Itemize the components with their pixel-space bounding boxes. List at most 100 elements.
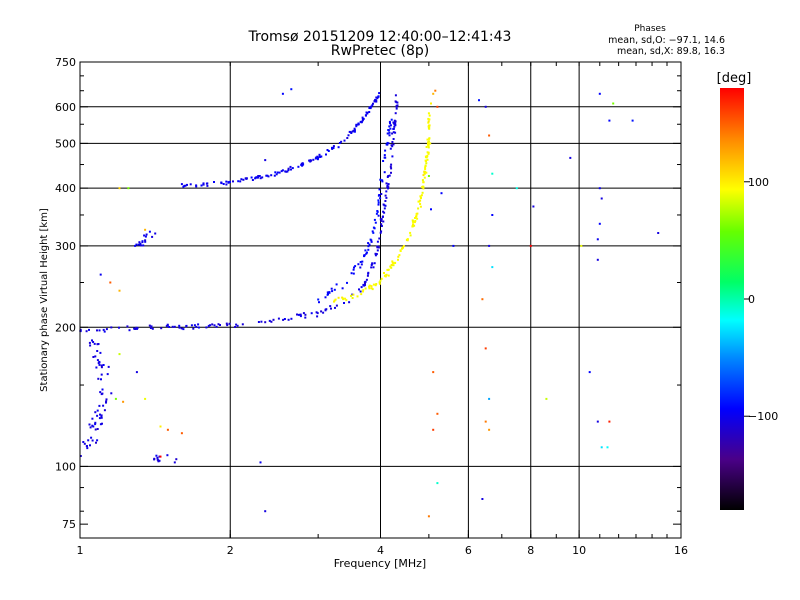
echo-point <box>133 327 136 330</box>
echo-point <box>371 262 374 265</box>
echo-point <box>343 139 346 142</box>
echo-point <box>341 287 344 290</box>
echo-point <box>379 178 382 181</box>
echo-point <box>370 264 373 266</box>
x-tick-label: 8 <box>527 544 534 557</box>
echo-point <box>608 420 611 423</box>
echo-point <box>261 176 264 179</box>
echo-point <box>385 182 388 185</box>
y-tick-label: 400 <box>55 182 76 195</box>
echo-point <box>159 425 162 428</box>
echo-point <box>100 366 103 369</box>
echo-point <box>396 101 399 104</box>
y-tick-label: 100 <box>55 460 76 473</box>
echo-point <box>219 324 221 326</box>
echo-point <box>427 146 430 149</box>
echo-point <box>92 425 95 428</box>
echo-point <box>420 194 423 197</box>
echo-point <box>97 377 100 380</box>
echo-point <box>382 160 385 162</box>
echo-point <box>186 183 188 186</box>
echo-point <box>378 282 381 285</box>
echo-point <box>299 313 302 316</box>
echo-point <box>287 167 290 170</box>
echo-point <box>96 428 99 430</box>
echo-point <box>414 220 417 222</box>
echo-point <box>612 102 615 105</box>
echo-point <box>427 144 430 147</box>
echo-point <box>99 351 102 354</box>
echo-point <box>389 127 392 130</box>
echo-point <box>385 196 388 199</box>
echo-point <box>330 287 333 290</box>
echo-point <box>383 211 386 214</box>
echo-point <box>299 315 302 318</box>
echo-point <box>240 178 243 181</box>
echo-point <box>412 223 414 226</box>
echo-point <box>385 190 388 193</box>
echo-point <box>171 325 174 328</box>
echo-point <box>105 400 108 403</box>
echo-point <box>197 326 200 329</box>
echo-point <box>318 301 320 304</box>
echo-point <box>144 239 147 242</box>
echo-point <box>320 155 323 158</box>
echo-point <box>389 124 392 127</box>
echo-point <box>180 327 183 330</box>
echo-point <box>368 287 371 290</box>
echo-point <box>395 104 398 107</box>
echo-point <box>79 330 82 333</box>
echo-point <box>318 153 321 156</box>
echo-point <box>375 283 378 285</box>
echo-point <box>384 149 387 152</box>
echo-point <box>315 311 318 314</box>
echo-point <box>380 193 383 195</box>
echo-point <box>96 414 99 417</box>
echo-point <box>281 169 284 172</box>
echo-point <box>417 207 420 210</box>
echo-point <box>389 165 392 168</box>
echo-point <box>415 215 417 218</box>
echo-point <box>79 328 82 331</box>
echo-point <box>110 326 113 329</box>
echo-point <box>356 123 359 126</box>
echo-point <box>376 97 379 100</box>
echo-point <box>600 446 603 449</box>
echo-point <box>326 149 329 151</box>
echo-point <box>316 312 319 315</box>
echo-point <box>195 184 198 187</box>
echo-point <box>241 323 244 326</box>
echo-point <box>95 366 98 369</box>
echo-point <box>380 277 383 280</box>
echo-point <box>376 240 379 243</box>
echo-point <box>98 363 101 366</box>
echo-point <box>86 447 89 450</box>
echo-point <box>369 107 372 110</box>
echo-point <box>380 225 383 227</box>
echo-point <box>598 187 601 190</box>
echo-point <box>376 249 379 252</box>
echo-point <box>365 114 367 117</box>
echo-point <box>361 118 364 120</box>
echo-point <box>422 185 425 188</box>
echo-point <box>392 128 395 130</box>
echo-point <box>234 326 237 328</box>
echo-point <box>359 290 362 293</box>
echo-point <box>260 320 263 323</box>
echo-point <box>608 119 611 122</box>
echo-point <box>270 174 273 177</box>
echo-point <box>596 258 599 261</box>
echo-point <box>423 170 426 173</box>
echo-point <box>422 187 425 190</box>
echo-point <box>99 391 102 394</box>
echo-point <box>374 284 377 287</box>
echo-point <box>270 320 273 323</box>
echo-point <box>94 423 97 426</box>
echo-point <box>148 324 151 327</box>
echo-point <box>399 250 402 252</box>
echo-point <box>331 147 334 150</box>
echo-point <box>267 175 270 178</box>
echo-point <box>337 146 340 149</box>
echo-point <box>515 187 518 190</box>
